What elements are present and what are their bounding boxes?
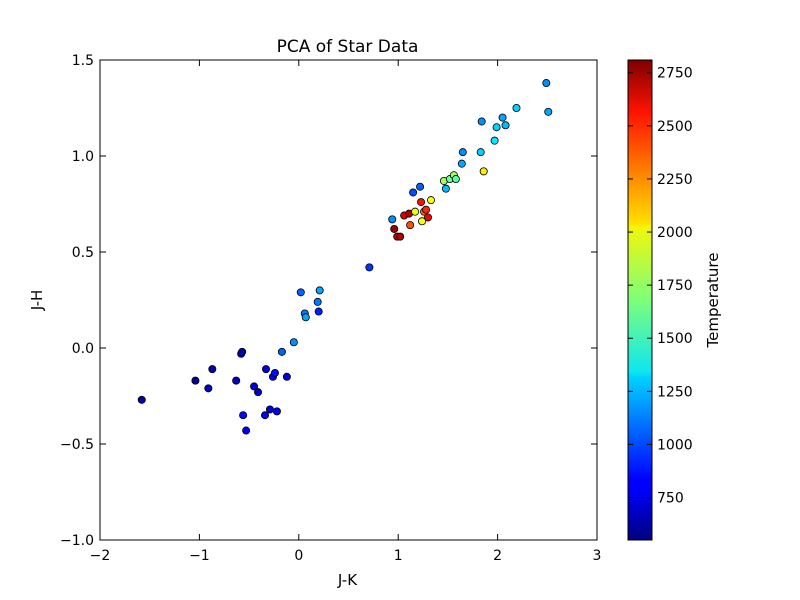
x-tick-label: 2 <box>493 548 502 564</box>
data-point <box>390 224 399 233</box>
data-point <box>501 121 510 130</box>
data-point <box>479 167 488 176</box>
data-point <box>238 347 247 356</box>
data-point <box>422 205 431 214</box>
data-point <box>457 159 466 168</box>
data-point <box>476 148 485 157</box>
data-point <box>396 232 405 241</box>
data-point <box>270 368 279 377</box>
data-point <box>191 376 200 385</box>
colorbar-tick-label: 1000 <box>657 437 693 453</box>
data-point <box>490 136 499 145</box>
data-point <box>137 395 146 404</box>
colorbar <box>627 59 653 541</box>
colorbar-tick-label: 1750 <box>657 278 693 294</box>
data-point <box>441 184 450 193</box>
x-tick-label: −1 <box>189 548 210 564</box>
colorbar-tick-label: 2500 <box>657 119 693 135</box>
colorbar-tick-label: 1250 <box>657 384 693 400</box>
x-tick-label: 0 <box>294 548 303 564</box>
data-points <box>137 79 553 435</box>
colorbar-ticks: 750 1000 1250 1500 1750 2000 2250 2500 2750 <box>628 66 693 507</box>
colorbar-tick-label: 2250 <box>657 172 693 188</box>
data-point <box>424 213 433 222</box>
data-point <box>406 221 415 230</box>
data-point <box>282 372 291 381</box>
y-axis-label: J-H <box>28 290 46 312</box>
data-point <box>272 407 281 416</box>
data-point <box>277 347 286 356</box>
colorbar-tick-label: 1500 <box>657 331 693 347</box>
data-point <box>544 107 553 116</box>
data-point <box>313 297 322 306</box>
colorbar-tick-label: 2750 <box>657 66 693 82</box>
data-point <box>418 217 427 226</box>
data-point <box>208 365 217 374</box>
y-tick-label: 1.5 <box>72 53 94 69</box>
data-point <box>239 411 248 420</box>
x-tick-label: −2 <box>90 548 111 564</box>
data-point <box>296 288 305 297</box>
x-axis-ticks: −2 −1 0 1 2 3 <box>90 60 602 564</box>
data-point <box>498 113 507 122</box>
x-axis-label: J-K <box>337 571 358 589</box>
colorbar-label: Temperature <box>704 252 722 348</box>
x-tick-label: 3 <box>593 548 602 564</box>
data-point <box>261 365 270 374</box>
y-tick-label: 0.0 <box>72 341 94 357</box>
y-axis-ticks: −1.0 −0.5 0.0 0.5 1.0 1.5 <box>60 53 597 549</box>
x-tick-label: 1 <box>394 548 403 564</box>
data-point <box>314 307 323 316</box>
data-point <box>388 215 397 224</box>
plot-area <box>100 60 597 540</box>
y-tick-label: 0.5 <box>72 245 94 261</box>
data-point <box>232 376 241 385</box>
colorbar-tick-label: 750 <box>657 491 684 507</box>
data-point <box>477 117 486 126</box>
colorbar-tick-label: 2000 <box>657 225 693 241</box>
data-point <box>242 426 251 435</box>
data-point <box>411 207 420 216</box>
data-point <box>427 196 436 205</box>
data-point <box>250 382 259 391</box>
data-point <box>512 104 521 113</box>
y-tick-label: −1.0 <box>60 533 94 549</box>
data-point <box>254 388 263 397</box>
data-point <box>492 123 501 132</box>
chart-title: PCA of Star Data <box>277 37 419 57</box>
data-point <box>365 263 374 272</box>
data-point <box>261 411 270 420</box>
data-point <box>417 198 426 207</box>
data-point <box>315 286 324 295</box>
data-point <box>451 175 460 184</box>
plot-frame <box>99 59 598 541</box>
y-tick-label: 1.0 <box>72 149 94 165</box>
data-point <box>458 148 467 157</box>
data-point <box>204 384 213 393</box>
data-point <box>416 182 425 191</box>
y-tick-label: −0.5 <box>60 437 94 453</box>
data-point <box>301 313 310 322</box>
data-point <box>542 79 551 88</box>
data-point <box>265 405 274 414</box>
data-point <box>409 188 418 197</box>
data-point <box>289 338 298 347</box>
